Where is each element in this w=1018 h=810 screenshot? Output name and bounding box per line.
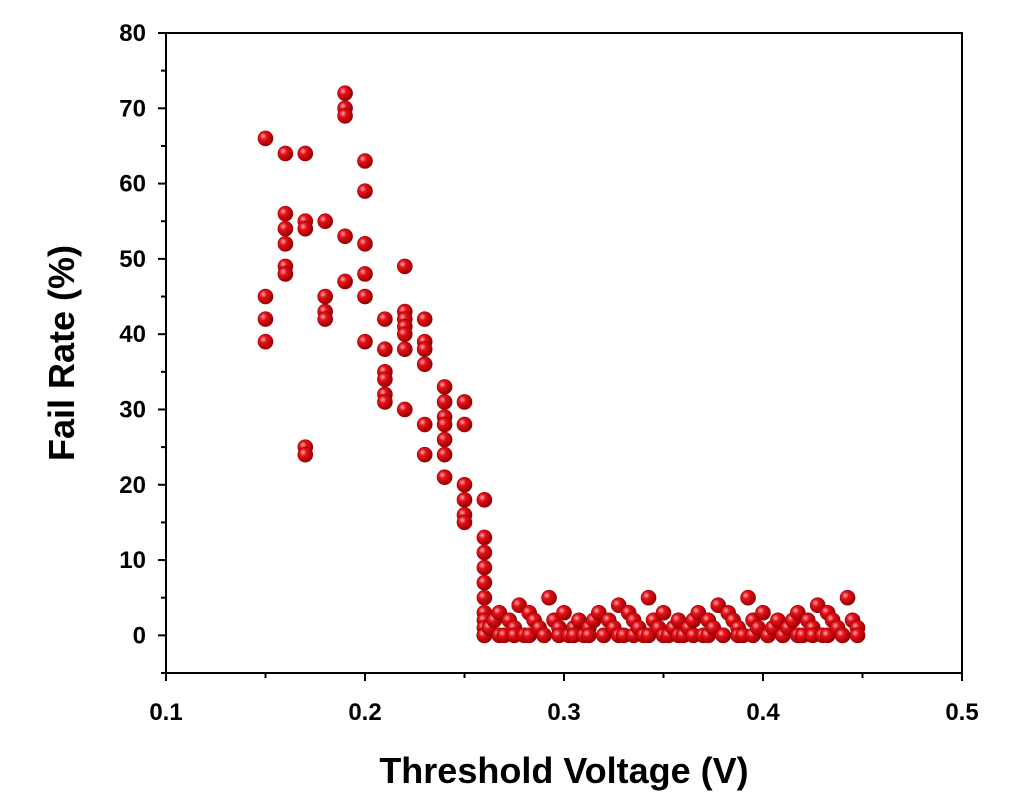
data-point <box>436 446 453 463</box>
data-point <box>416 311 433 327</box>
data-point <box>357 236 373 252</box>
data-point <box>377 371 393 388</box>
y-axis-title: Fail Rate (%) <box>41 245 82 461</box>
data-point <box>257 333 274 350</box>
y-tick-label: 50 <box>119 246 146 273</box>
data-points <box>257 85 866 644</box>
tick-group: 0.1 0.2 0.3 0.4 0.5 0 10 20 30 40 50 60 70 80 <box>119 20 978 726</box>
data-point <box>257 130 274 147</box>
data-point <box>436 379 453 395</box>
data-point <box>377 311 393 327</box>
data-point <box>396 401 413 418</box>
data-point <box>655 604 672 621</box>
y-tick-label: 70 <box>119 95 146 122</box>
data-point <box>839 589 856 606</box>
data-point <box>357 333 373 350</box>
data-point <box>357 183 373 199</box>
data-point <box>416 416 433 433</box>
data-point <box>834 627 851 644</box>
data-point <box>297 446 314 463</box>
data-point <box>396 258 413 275</box>
data-point <box>317 213 334 230</box>
data-point <box>436 431 453 448</box>
x-tick-label: 0.3 <box>547 699 580 726</box>
data-point <box>476 544 493 561</box>
y-tick-label: 20 <box>119 472 146 499</box>
y-tick-label: 40 <box>119 321 146 348</box>
data-point <box>297 220 314 237</box>
y-tick-label: 10 <box>119 547 146 574</box>
x-tick-label: 0.4 <box>746 699 780 726</box>
x-tick-label: 0.5 <box>945 699 978 726</box>
data-point <box>277 236 294 252</box>
data-point <box>536 627 552 644</box>
x-tick-label: 0.1 <box>149 699 182 726</box>
data-point <box>456 492 473 508</box>
x-axis-title: Threshold Voltage (V) <box>379 750 748 791</box>
data-point <box>337 228 353 245</box>
data-point <box>337 273 353 290</box>
data-point <box>277 145 294 162</box>
data-point <box>476 574 493 591</box>
data-point <box>456 514 473 531</box>
data-point <box>277 220 294 237</box>
data-point <box>476 492 493 508</box>
plot-frame <box>165 32 963 674</box>
data-point <box>640 589 657 606</box>
data-point <box>740 589 756 606</box>
data-point <box>257 288 274 305</box>
data-point <box>377 394 393 410</box>
y-tick-label: 80 <box>119 20 146 47</box>
data-point <box>755 604 771 621</box>
y-tick-label: 0 <box>133 622 146 649</box>
data-point <box>317 288 334 305</box>
data-point <box>396 326 413 342</box>
data-point <box>476 589 493 606</box>
y-tick-label: 30 <box>119 396 146 423</box>
data-point <box>416 341 433 358</box>
data-point <box>456 394 473 410</box>
data-point <box>541 589 557 606</box>
data-point <box>357 153 373 169</box>
data-point <box>436 416 453 433</box>
data-point <box>456 416 473 433</box>
data-point <box>476 559 493 576</box>
data-point <box>436 469 453 486</box>
data-point <box>377 341 393 358</box>
data-point <box>317 311 334 327</box>
data-point <box>456 476 473 493</box>
x-tick-label: 0.2 <box>348 699 381 726</box>
data-point <box>849 627 866 644</box>
data-point <box>277 266 294 282</box>
data-point <box>476 529 493 546</box>
data-point <box>436 394 453 410</box>
data-point <box>357 266 373 282</box>
data-point <box>337 108 353 124</box>
data-point <box>396 341 413 358</box>
data-point <box>357 288 373 305</box>
data-point <box>297 145 314 162</box>
data-point <box>581 627 597 644</box>
data-point <box>416 446 433 463</box>
data-point <box>556 604 572 621</box>
data-point <box>277 205 294 222</box>
data-point <box>257 311 274 327</box>
data-point <box>715 627 732 644</box>
data-point <box>337 85 353 102</box>
data-point <box>416 356 433 373</box>
y-tick-label: 60 <box>119 171 146 198</box>
